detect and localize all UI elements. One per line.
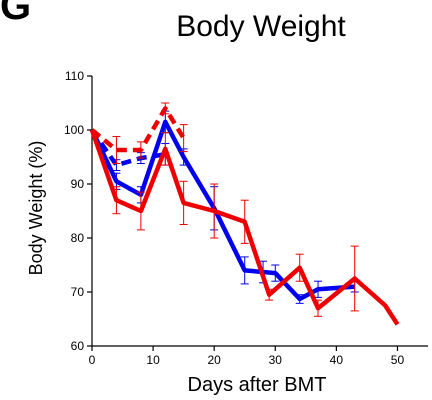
chart-title: Body Weight — [176, 10, 346, 43]
series-line — [90, 128, 166, 168]
y-tick-label: 60 — [71, 339, 85, 353]
x-tick-label: 10 — [146, 353, 160, 367]
series-2 — [89, 129, 400, 326]
x-axis-label: Days after BMT — [188, 374, 327, 396]
series-3 — [90, 102, 188, 164]
series-line — [89, 129, 400, 326]
series-line — [90, 106, 186, 153]
panel-letter: G — [0, 0, 32, 28]
series-layer — [89, 102, 400, 326]
y-tick-label: 110 — [65, 69, 84, 83]
y-tick-label: 90 — [71, 177, 85, 191]
x-tick-label: 50 — [391, 353, 405, 367]
x-tick-label: 20 — [208, 353, 222, 367]
y-tick-label: 100 — [64, 123, 84, 137]
y-tick-label: 70 — [71, 285, 85, 299]
x-tick-label: 40 — [330, 353, 344, 367]
series-line — [89, 119, 355, 302]
y-axis-label: Body Weight (%) — [26, 141, 46, 276]
x-tick-label: 30 — [269, 353, 283, 367]
y-tick-label: 80 — [71, 231, 85, 245]
x-tick-label: 0 — [89, 353, 96, 367]
axes: 60 70 80 90 100 110 0 10 20 30 40 50 — [64, 69, 428, 367]
